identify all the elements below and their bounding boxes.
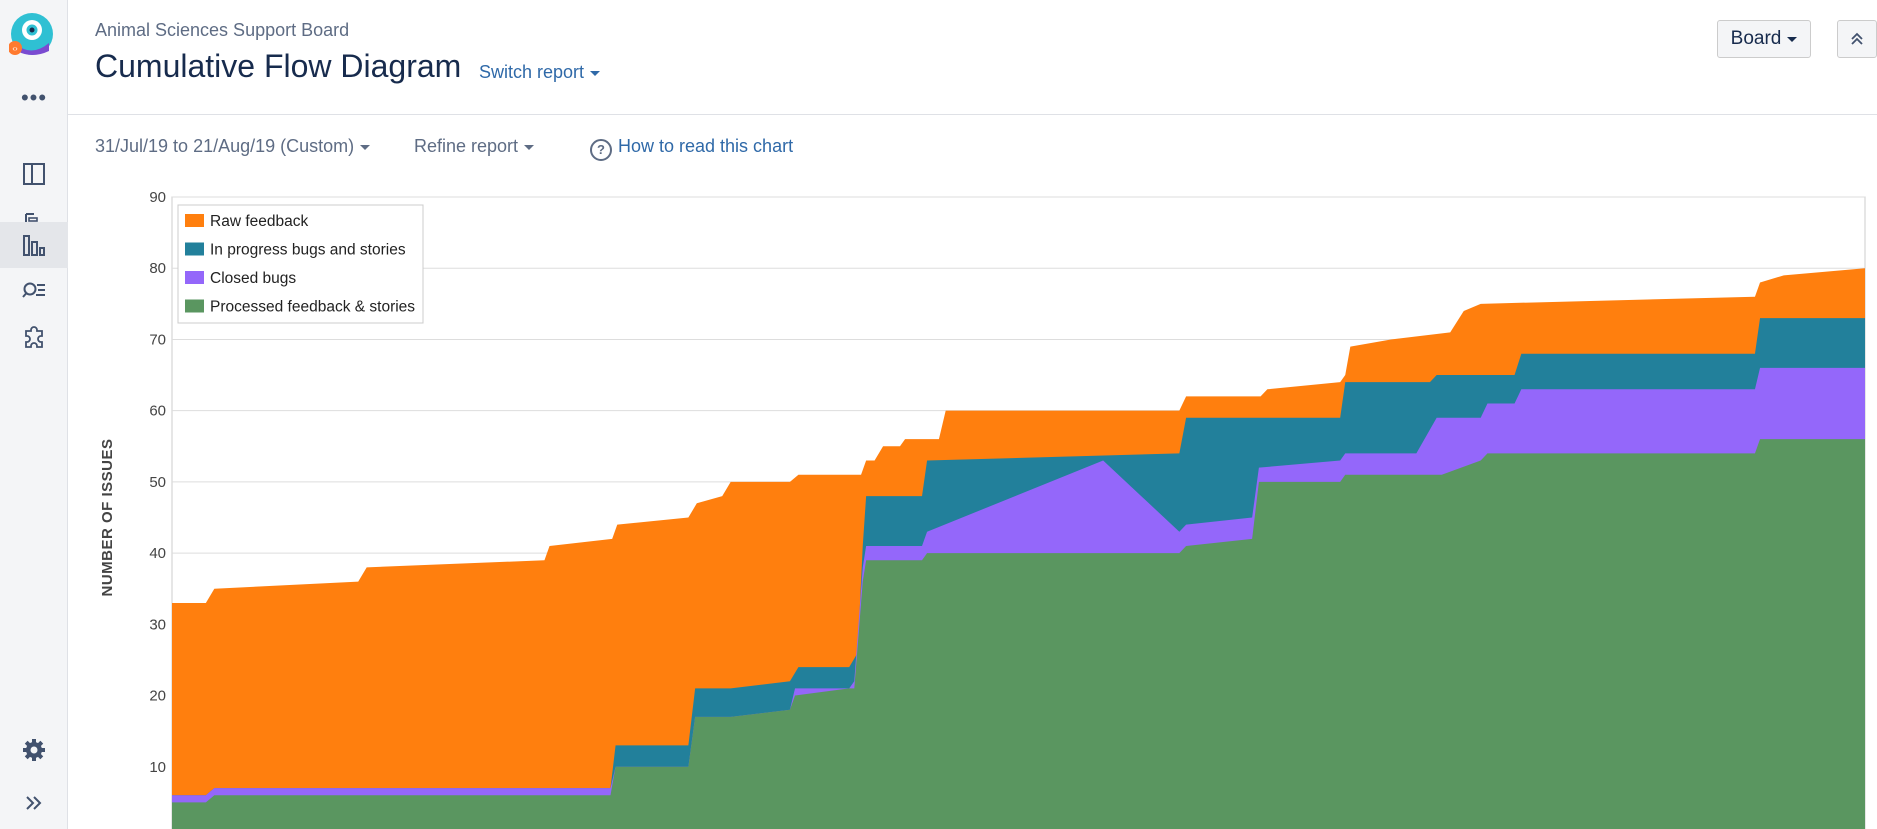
switch-report-label: Switch report <box>479 62 585 82</box>
question-icon: ? <box>590 139 612 161</box>
y-tick-label: 30 <box>149 616 166 633</box>
y-tick-label: 80 <box>149 260 166 277</box>
chevron-double-up-icon <box>1851 32 1863 45</box>
page-title: Cumulative Flow Diagram <box>95 48 462 84</box>
expand-icon[interactable] <box>0 780 68 826</box>
refine-report-label: Refine report <box>414 136 519 156</box>
y-tick-label: 20 <box>149 688 166 705</box>
collapse-header-button[interactable] <box>1837 20 1877 58</box>
sidebar: ‹› ••• <box>0 0 68 829</box>
legend-label: Closed bugs <box>210 270 296 287</box>
chevron-down-icon <box>524 144 535 150</box>
how-to-read-label: How to read this chart <box>618 136 794 156</box>
y-tick-label: 70 <box>149 331 166 348</box>
series-area <box>172 439 1865 829</box>
y-tick-label: 60 <box>149 403 166 420</box>
app-logo[interactable]: ‹› <box>8 11 55 57</box>
y-axis-label: NUMBER OF ISSUES <box>99 438 116 596</box>
switch-report-button[interactable]: Switch report <box>479 62 601 83</box>
refine-report-button[interactable]: Refine report <box>414 136 535 157</box>
svg-text:‹›: ‹› <box>12 44 18 53</box>
reports-icon[interactable] <box>0 222 68 268</box>
board-name[interactable]: Animal Sciences Support Board <box>95 20 350 40</box>
addons-icon[interactable] <box>0 315 68 361</box>
report-header: Animal Sciences Support Board Cumulative… <box>68 0 1877 115</box>
more-icon[interactable]: ••• <box>20 85 48 110</box>
y-tick-label: 40 <box>149 545 166 562</box>
chevron-down-icon <box>1787 36 1798 42</box>
issue-search-icon[interactable] <box>0 268 68 314</box>
chevron-down-icon <box>590 70 601 76</box>
legend-swatch <box>185 271 204 284</box>
legend-label: In progress bugs and stories <box>210 242 406 259</box>
y-tick-label: 90 <box>149 189 166 206</box>
how-to-read-link[interactable]: ? How to read this chart <box>590 136 793 161</box>
board-button[interactable]: Board <box>1717 20 1811 58</box>
date-range-picker[interactable]: 31/Jul/19 to 21/Aug/19 (Custom) <box>95 136 371 157</box>
legend-label: Raw feedback <box>210 213 308 230</box>
board-icon[interactable] <box>0 151 68 197</box>
y-tick-label: 50 <box>149 474 166 491</box>
y-tick-label: 10 <box>149 759 166 776</box>
date-range-label: 31/Jul/19 to 21/Aug/19 (Custom) <box>95 136 355 156</box>
legend-swatch <box>185 214 204 227</box>
legend-swatch <box>185 242 204 256</box>
legend-label: Processed feedback & stories <box>210 299 415 316</box>
chevron-down-icon <box>360 144 371 150</box>
legend <box>177 204 424 324</box>
board-button-label: Board <box>1730 28 1782 49</box>
settings-icon[interactable] <box>0 727 68 773</box>
legend-swatch <box>185 299 204 313</box>
